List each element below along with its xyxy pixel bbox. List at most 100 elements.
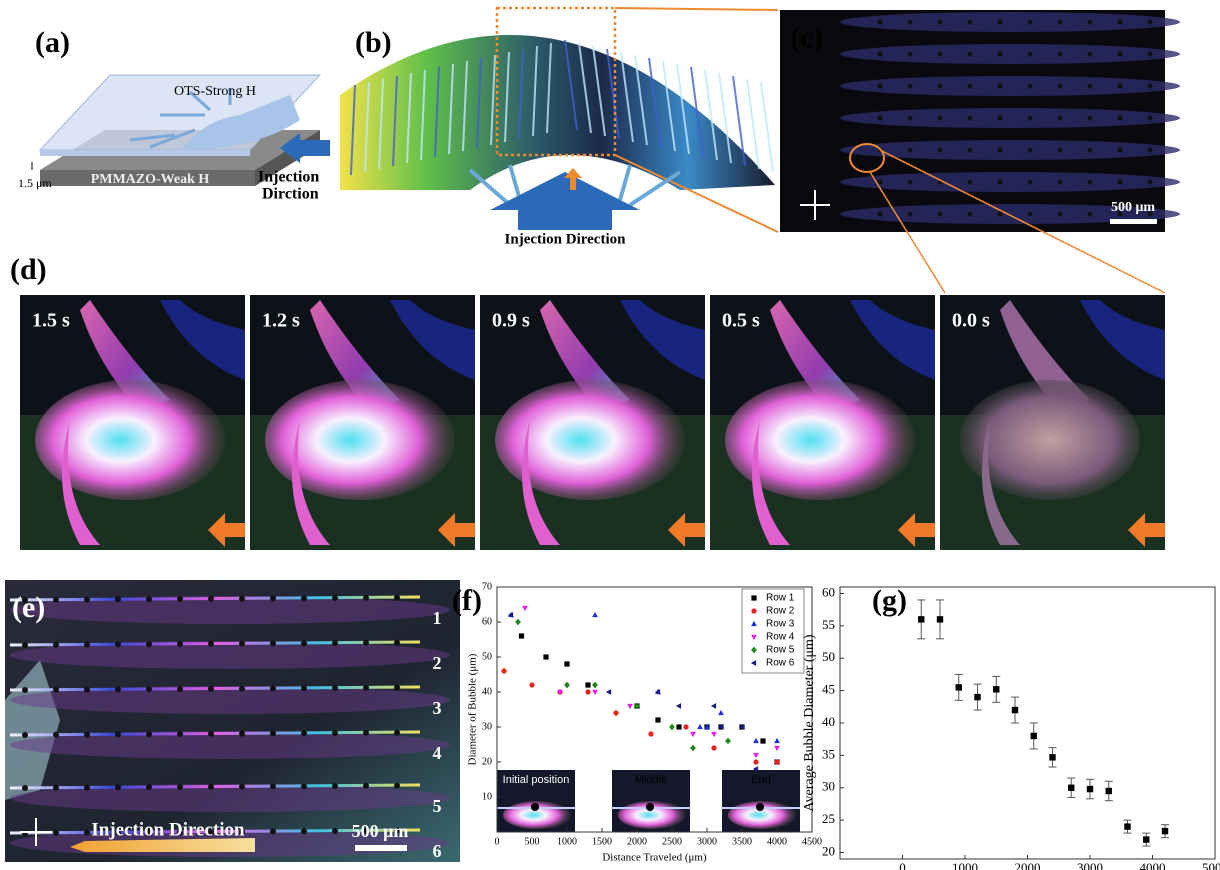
bubble [967, 51, 973, 57]
x-tick-label: 3000 [697, 836, 717, 847]
x-tick-label: 1000 [952, 860, 978, 870]
frame-crescent [292, 420, 330, 545]
frame-blob [725, 380, 915, 500]
point [529, 682, 535, 688]
streak [420, 69, 426, 161]
bubble [1027, 147, 1033, 153]
streak [704, 69, 718, 161]
inset-label: Middle [635, 774, 667, 786]
top-label: OTS-Strong H [174, 84, 256, 99]
point [697, 723, 703, 730]
caption: Injection Direction [505, 231, 627, 247]
bubble [177, 731, 183, 737]
flow-arrows [129, 88, 232, 149]
x-tick-label: 2000 [627, 836, 647, 847]
bubble [1087, 19, 1093, 25]
bubble [146, 731, 152, 738]
bubble [270, 730, 276, 737]
bubble [239, 640, 245, 647]
frame-blob [265, 380, 455, 500]
point [1068, 784, 1075, 791]
row-number: 2 [433, 653, 442, 673]
bubble [363, 594, 369, 601]
y-tick-label: 35 [822, 746, 835, 761]
bubble [1087, 179, 1093, 185]
bubble [1117, 83, 1123, 89]
point [522, 605, 528, 612]
gap-label: 1.5 μm [18, 176, 52, 190]
bubble [907, 51, 913, 57]
frame-blue [620, 300, 705, 380]
bubble [394, 729, 400, 736]
legend-label: Row 4 [766, 632, 795, 643]
streak [350, 84, 356, 176]
x-tick-label: 3000 [1077, 860, 1103, 870]
point [1086, 785, 1094, 793]
bubble [1147, 211, 1153, 217]
panel-label: (d) [10, 253, 47, 286]
streak [690, 66, 704, 158]
bubble [1117, 211, 1123, 217]
row-number: 3 [433, 698, 442, 718]
bubble [937, 83, 943, 89]
bubble [937, 51, 943, 57]
bubble [937, 19, 943, 25]
frame-crescent [752, 420, 790, 545]
streak [448, 63, 454, 155]
bubble [394, 782, 400, 789]
point [669, 723, 675, 731]
frame-blue [160, 300, 245, 380]
y-tick-label: 20 [482, 756, 492, 767]
point [592, 611, 598, 618]
bubble [270, 783, 276, 790]
bubble [177, 784, 183, 790]
bubble [967, 179, 973, 185]
point [676, 724, 682, 730]
bubble [332, 730, 338, 736]
bubble [1057, 83, 1063, 89]
point [585, 689, 591, 695]
bubble [907, 19, 913, 25]
bubble [1027, 83, 1033, 89]
orange-arrow [1128, 513, 1165, 547]
flow-arrows [468, 164, 682, 207]
bubble [937, 211, 943, 217]
row-line [9, 730, 421, 737]
texture-image [5, 580, 460, 862]
streak [662, 60, 676, 152]
orange-arrow [438, 513, 475, 547]
y-tick-label: 25 [822, 811, 835, 826]
bubble [115, 641, 121, 648]
bubble [146, 686, 152, 693]
streak [564, 39, 578, 131]
y-axis-label: Diameter of Bubble (μm) [467, 653, 479, 765]
streak [760, 81, 774, 173]
streak [392, 75, 398, 167]
point [690, 731, 696, 738]
frame-time: 0.0 s [952, 310, 990, 332]
streak [532, 45, 538, 137]
streak [518, 48, 524, 140]
bubble [1057, 211, 1063, 217]
bubble [332, 595, 338, 601]
zoom-line [879, 149, 1166, 294]
legend-label: Row 2 [766, 606, 795, 617]
point [918, 616, 925, 623]
bubble [208, 783, 214, 790]
injection-label: Injection [258, 169, 319, 186]
bubble [84, 596, 90, 603]
point [725, 737, 731, 745]
inset-label: Initial position [503, 774, 570, 786]
point [1011, 706, 1019, 714]
streak [746, 78, 760, 170]
streak [634, 54, 648, 146]
point [752, 766, 759, 772]
point [1124, 823, 1131, 830]
legend-marker [751, 646, 757, 654]
texture-rows: 1 2 3 4 5 6 [9, 594, 450, 861]
row-band [10, 686, 450, 714]
point [993, 686, 1000, 693]
texture-streaks [350, 39, 774, 176]
panel-label: (c) [790, 21, 823, 54]
legend-label: Row 1 [766, 593, 795, 604]
